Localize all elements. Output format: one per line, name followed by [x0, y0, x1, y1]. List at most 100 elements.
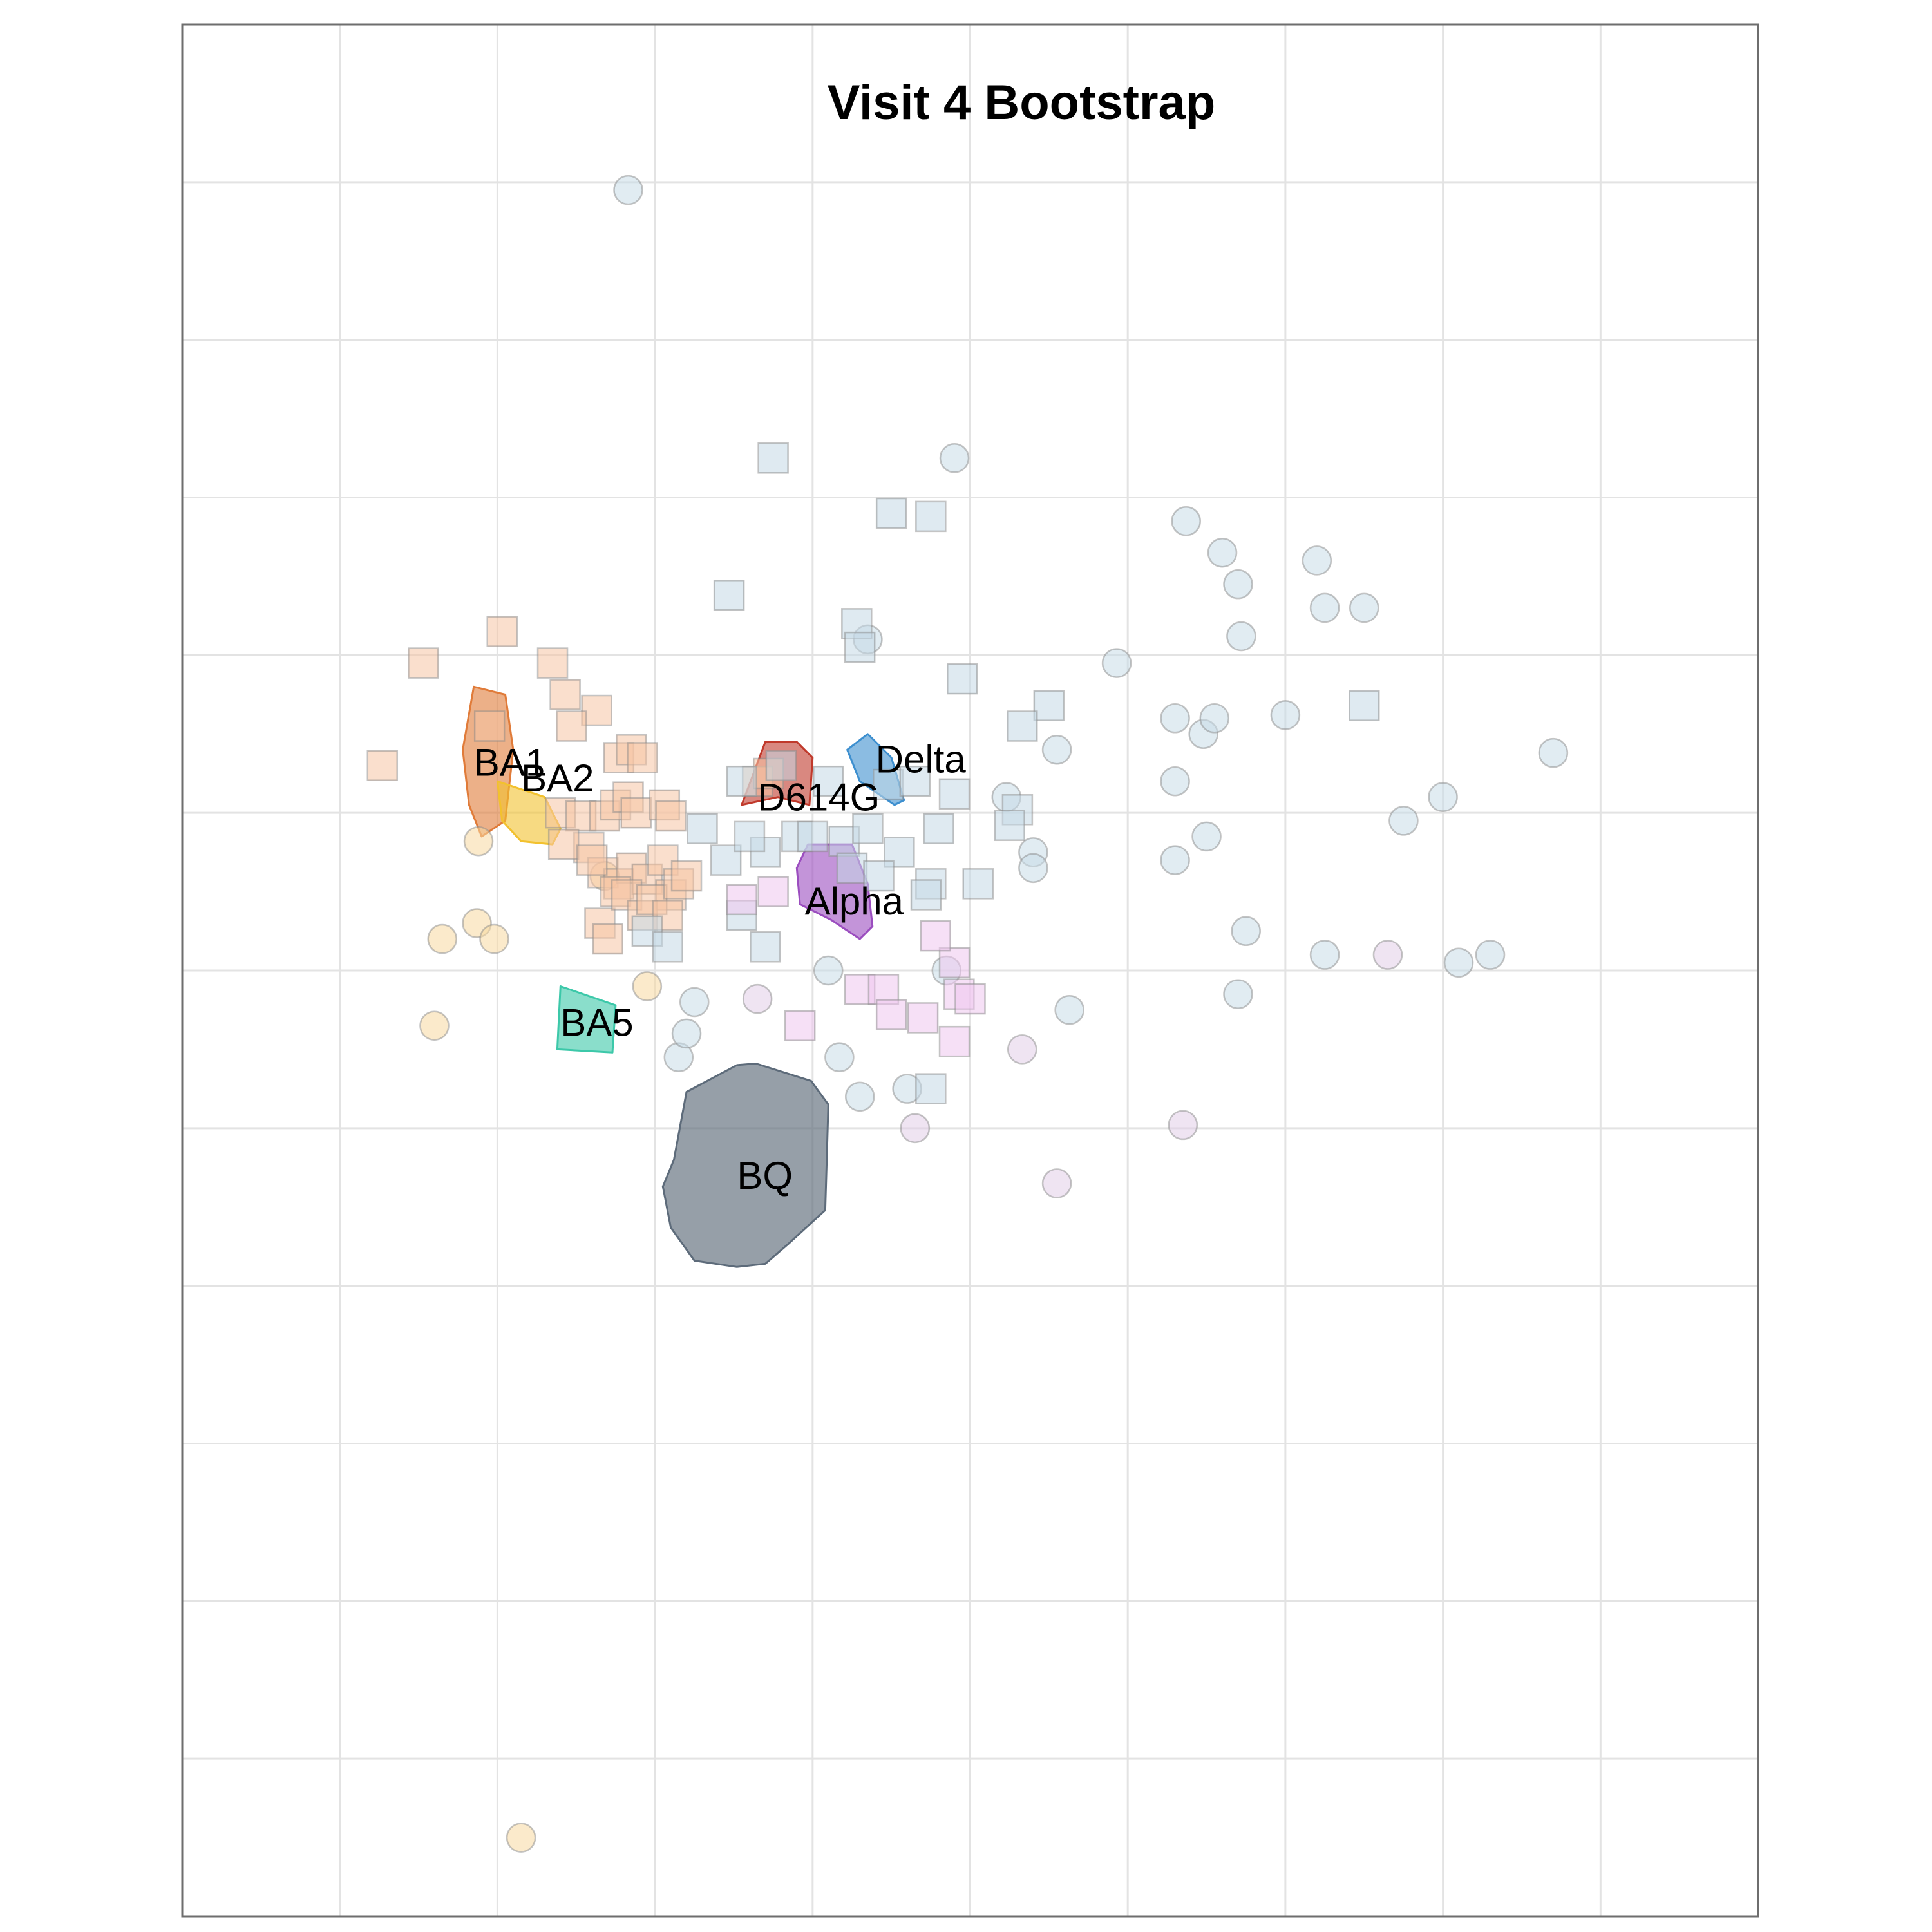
cluster-label-bq: BQ: [737, 1154, 793, 1197]
cluster-hull-bq: [661, 1063, 829, 1268]
ancestral-circle-point: [1309, 940, 1340, 970]
ancestral-circle-point: [1349, 592, 1379, 623]
ancestral-square-point: [852, 813, 884, 844]
omicron-square-point: [620, 797, 652, 829]
ancestral-circle-point: [824, 1042, 855, 1072]
alpha-circle-point: [742, 983, 773, 1014]
ancestral-square-point: [994, 810, 1025, 842]
omicron-circle-point: [506, 1823, 536, 1853]
ancestral-circle-point: [1207, 537, 1238, 568]
ancestral-circle-point: [1199, 703, 1230, 734]
ancestral-circle-point: [1475, 940, 1506, 970]
cluster-label-ba5: BA5: [560, 1001, 633, 1045]
alpha-circle-point: [1041, 1168, 1072, 1198]
ancestral-square-point: [938, 778, 971, 810]
alpha-square-point: [784, 1010, 816, 1041]
alpha-circle-point: [900, 1113, 931, 1144]
ancestral-circle-point: [1443, 947, 1474, 978]
chart-title: Visit 4 Bootstrap: [828, 75, 1216, 130]
alpha-circle-point: [1372, 940, 1403, 970]
ancestral-circle-point: [671, 1018, 702, 1049]
omicron-square-point: [592, 923, 623, 955]
cluster-hull-ba5: [556, 985, 617, 1054]
alpha-circle-point: [1168, 1110, 1198, 1141]
omicron-square-point: [576, 844, 608, 876]
ancestral-circle-point: [1018, 853, 1048, 884]
omicron-circle-point: [419, 1010, 450, 1041]
cluster-label-delta: Delta: [876, 738, 967, 781]
ancestral-square-point: [910, 879, 942, 911]
omicron-circle-point: [427, 923, 458, 954]
ancestral-square-point: [1349, 690, 1380, 721]
ancestral-circle-point: [1231, 916, 1261, 947]
omicron-square-point: [473, 710, 506, 742]
cluster-label-alpha: Alpha: [805, 880, 904, 923]
ancestral-square-point: [765, 750, 797, 781]
omicron-circle-point: [463, 826, 494, 857]
alpha-square-point: [726, 884, 757, 916]
ancestral-circle-point: [1226, 621, 1256, 652]
ancestral-square-point: [915, 500, 947, 533]
alpha-square-point: [907, 1002, 939, 1034]
ancestral-square-point: [962, 868, 994, 900]
ancestral-square-point: [713, 580, 745, 611]
cluster-label-d614g: D614G: [757, 775, 880, 819]
plot-border: [181, 23, 1759, 1918]
omicron-square-point: [366, 750, 399, 781]
ancestral-circle-point: [813, 955, 844, 986]
ancestral-square-point: [797, 820, 829, 853]
alpha-circle-point: [1007, 1034, 1037, 1065]
ancestral-square-point: [844, 631, 876, 663]
omicron-circle-point: [479, 923, 509, 954]
alpha-square-point: [757, 876, 789, 907]
alpha-square-point: [920, 920, 951, 952]
ancestral-square-point: [899, 765, 931, 797]
omicron-square-point: [652, 900, 683, 931]
ancestral-circle-point: [1191, 821, 1222, 852]
ancestral-circle-point: [1309, 592, 1340, 623]
ancestral-square-point: [757, 442, 789, 474]
ancestral-circle-point: [939, 443, 970, 473]
omicron-square-point: [647, 844, 679, 876]
ancestral-square-point: [710, 844, 742, 876]
ancestral-circle-point: [1041, 734, 1072, 765]
ancestral-circle-point: [1171, 506, 1201, 536]
ancestral-circle-point: [613, 175, 643, 205]
alpha-square-point: [938, 947, 971, 979]
omicron-square-point: [536, 647, 569, 679]
ancestral-square-point: [726, 765, 757, 797]
ancestral-square-point: [687, 813, 718, 844]
omicron-square-point: [549, 679, 581, 710]
ancestral-square-point: [1007, 710, 1038, 742]
alpha-square-point: [954, 983, 986, 1015]
cluster-label-ba2: BA2: [521, 757, 594, 800]
ancestral-circle-point: [1428, 782, 1458, 812]
ancestral-circle-point: [1302, 545, 1332, 576]
omicron-square-point: [627, 742, 658, 773]
omicron-square-point: [486, 616, 518, 647]
ancestral-circle-point: [1388, 806, 1419, 836]
ancestral-square-point: [813, 765, 844, 797]
ancestral-circle-point: [1101, 648, 1132, 678]
scatter-points: [366, 175, 1569, 1853]
omicron-square-point: [408, 647, 439, 679]
ancestral-circle-point: [1270, 700, 1301, 730]
ancestral-circle-point: [1160, 703, 1190, 734]
ancestral-circle-point: [1054, 994, 1084, 1025]
omicron-square-point: [670, 860, 703, 892]
ancestral-square-point: [836, 852, 868, 884]
ancestral-circle-point: [1223, 979, 1253, 1009]
ancestral-square-point: [875, 497, 907, 529]
ancestral-circle-point: [1538, 737, 1569, 768]
ancestral-square-point: [631, 915, 663, 947]
ancestral-square-point: [750, 931, 781, 963]
ancestral-square-point: [734, 820, 766, 853]
ancestral-circle-point: [1160, 766, 1190, 797]
omicron-square-point: [655, 800, 687, 832]
ancestral-square-point: [652, 931, 683, 963]
alpha-square-point: [938, 1025, 971, 1057]
alpha-square-point: [875, 999, 907, 1030]
ancestral-circle-point: [1223, 569, 1253, 600]
